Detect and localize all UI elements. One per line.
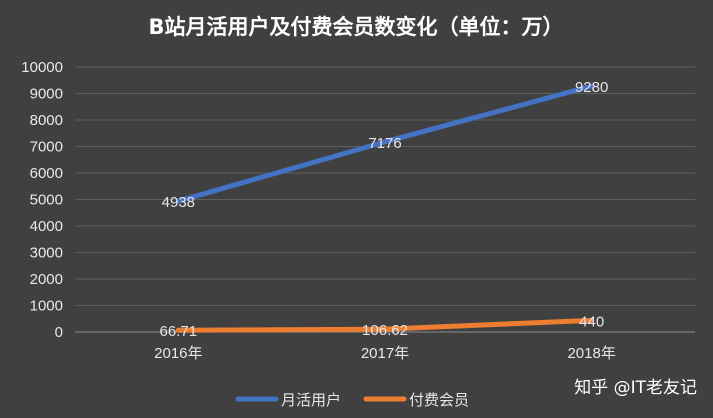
data-point <box>175 198 181 204</box>
data-point <box>589 83 595 89</box>
data-labels: 4938 7176 9280 66.71 106.62 440 <box>160 79 609 340</box>
data-point <box>175 327 181 333</box>
data-label: 66.71 <box>160 323 198 340</box>
y-axis: 0 1000 2000 3000 4000 5000 6000 7000 8000 9000 100… <box>21 59 63 341</box>
y-tick-label: 4000 <box>30 218 63 235</box>
y-tick-label: 8000 <box>30 112 63 129</box>
y-tick-label: 7000 <box>30 139 63 156</box>
data-label: 9280 <box>575 79 608 96</box>
legend: 月活用户 付费会员 <box>235 391 469 409</box>
y-tick-label: 2000 <box>30 271 63 288</box>
x-tick-label: 2018年 <box>567 345 615 362</box>
data-point <box>589 317 595 323</box>
watermark: 知乎 @IT老友记 <box>574 378 697 398</box>
data-point <box>382 326 388 332</box>
y-tick-label: 1000 <box>30 298 63 315</box>
data-label: 106.62 <box>362 322 408 339</box>
data-label: 4938 <box>162 194 195 211</box>
y-tick-label: 0 <box>55 324 63 341</box>
data-label: 440 <box>579 313 604 330</box>
y-tick-label: 6000 <box>30 165 63 182</box>
data-point <box>382 139 388 145</box>
legend-label: 月活用户 <box>281 391 341 409</box>
chart-title: B站月活用户及付费会员数变化（单位：万） <box>148 15 563 39</box>
x-tick-label: 2017年 <box>361 345 409 362</box>
x-tick-label: 2016年 <box>154 345 202 362</box>
y-tick-label: 9000 <box>30 86 63 103</box>
y-tick-label: 5000 <box>30 192 63 209</box>
y-tick-label: 3000 <box>30 245 63 262</box>
legend-label: 付费会员 <box>409 391 469 409</box>
y-tick-label: 10000 <box>21 59 63 76</box>
series-lines <box>175 83 595 333</box>
x-axis: 2016年 2017年 2018年 <box>154 345 616 362</box>
data-label: 7176 <box>368 135 401 152</box>
